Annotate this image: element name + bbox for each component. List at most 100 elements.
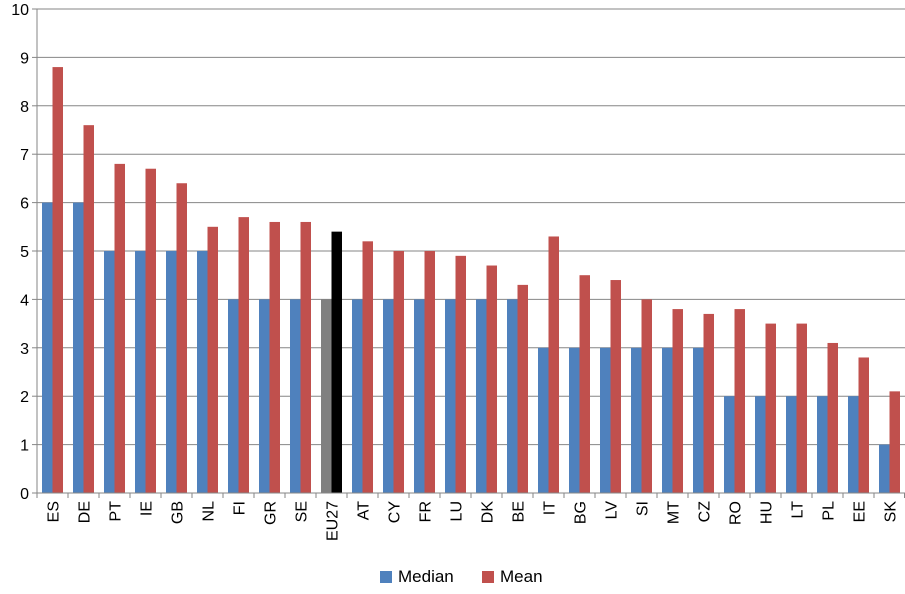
bar-mean-dk: [486, 265, 497, 493]
bar-median-gr: [259, 299, 270, 493]
y-tick-label: 8: [20, 99, 29, 116]
bar-median-lt: [786, 396, 797, 493]
bar-median-cz: [693, 347, 704, 493]
bar-mean-bg: [579, 275, 590, 493]
bar-median-cy: [383, 299, 394, 493]
bar-mean-pt: [114, 163, 125, 493]
bar-median-nl: [197, 251, 208, 493]
y-tick-label: 3: [20, 341, 29, 358]
x-category-label: ES: [46, 501, 63, 522]
bar-mean-pl: [827, 342, 838, 493]
x-category-label: FI: [232, 501, 249, 515]
legend: Median Mean: [380, 567, 543, 586]
legend-label-median: Median: [398, 567, 454, 586]
bar-median-eu27: [321, 299, 332, 493]
x-category-label: PL: [821, 501, 838, 521]
x-category-label: IE: [139, 501, 156, 516]
legend-swatch-mean: [482, 571, 494, 583]
bar-mean-ro: [734, 309, 745, 493]
bar-mean-be: [517, 284, 528, 493]
bar-median-si: [631, 347, 642, 493]
bar-median-sk: [879, 444, 890, 493]
bar-median-pl: [817, 396, 828, 493]
x-category-label: DE: [77, 501, 94, 523]
axes: [32, 8, 905, 498]
bar-median-es: [42, 202, 53, 493]
bar-mean-lu: [455, 255, 466, 493]
bar-mean-ee: [858, 357, 869, 493]
bar-median-be: [507, 299, 518, 493]
bar-mean-fi: [238, 217, 249, 493]
x-category-label: PT: [108, 501, 125, 522]
y-tick-label: 6: [20, 196, 29, 213]
bar-median-hu: [755, 396, 766, 493]
y-axis-tick-labels: 0 1 2 3 4 5 6 7 8 9 10: [11, 2, 29, 503]
bar-mean-ie: [145, 168, 156, 493]
bar-median-lv: [600, 347, 611, 493]
x-category-label: GB: [170, 501, 187, 524]
bar-mean-hu: [765, 323, 776, 493]
x-category-label: BG: [573, 501, 590, 524]
y-tick-label: 9: [20, 50, 29, 67]
bars: [42, 67, 900, 494]
bar-median-gb: [166, 251, 177, 493]
bar-median-fr: [414, 299, 425, 493]
bar-median-ie: [135, 251, 146, 493]
bar-mean-nl: [207, 226, 218, 494]
bar-median-ee: [848, 396, 859, 493]
bar-mean-se: [300, 221, 311, 493]
bar-mean-at: [362, 241, 373, 493]
x-category-label: CY: [387, 501, 404, 524]
x-category-label: FR: [418, 501, 435, 522]
bar-mean-sk: [889, 391, 900, 493]
x-category-label: SK: [883, 501, 900, 523]
y-tick-label: 1: [20, 438, 29, 455]
x-category-label: GR: [263, 501, 280, 525]
y-tick-label: 5: [20, 244, 29, 261]
x-category-label: DK: [480, 501, 497, 524]
y-tick-label: 10: [11, 2, 29, 19]
y-tick-label: 0: [20, 486, 29, 503]
bar-mean-lv: [610, 280, 621, 493]
x-category-label: AT: [356, 501, 373, 520]
x-category-label: EU27: [325, 501, 342, 541]
bar-median-dk: [476, 299, 487, 493]
bar-median-lu: [445, 299, 456, 493]
bar-mean-cz: [703, 313, 714, 493]
x-category-label: IT: [542, 501, 559, 515]
x-category-label: LU: [449, 501, 466, 521]
bar-median-bg: [569, 347, 580, 493]
bar-mean-it: [548, 236, 559, 494]
bar-median-se: [290, 299, 301, 493]
x-category-label: NL: [201, 501, 218, 522]
x-category-label: EE: [852, 501, 869, 522]
x-category-label: SI: [635, 501, 652, 516]
legend-swatch-median: [380, 571, 392, 583]
bar-mean-gr: [269, 221, 280, 493]
bar-mean-gb: [176, 183, 187, 494]
bar-median-it: [538, 347, 549, 493]
bar-mean-de: [83, 125, 94, 493]
x-category-label: BE: [511, 501, 528, 522]
x-category-label: RO: [728, 501, 745, 525]
bar-median-pt: [104, 251, 115, 493]
y-tick-label: 2: [20, 389, 29, 406]
bar-mean-si: [641, 299, 652, 493]
x-axis-category-labels: ES DE PT IE GB NL FI GR SE EU27 AT CY FR LU DK BE IT BG LV…: [46, 501, 900, 541]
x-category-label: MT: [666, 501, 683, 524]
x-category-label: SE: [294, 501, 311, 522]
x-category-label: LT: [790, 501, 807, 519]
x-category-label: HU: [759, 501, 776, 524]
x-category-label: LV: [604, 501, 621, 520]
bar-mean-eu27: [331, 231, 342, 493]
bar-median-de: [73, 202, 84, 493]
bar-mean-mt: [672, 309, 683, 493]
y-tick-label: 4: [20, 292, 29, 309]
bar-mean-lt: [796, 323, 807, 493]
bar-median-fi: [228, 299, 239, 493]
bar-median-ro: [724, 396, 735, 493]
y-tick-label: 7: [20, 147, 29, 164]
bar-median-mt: [662, 347, 673, 493]
